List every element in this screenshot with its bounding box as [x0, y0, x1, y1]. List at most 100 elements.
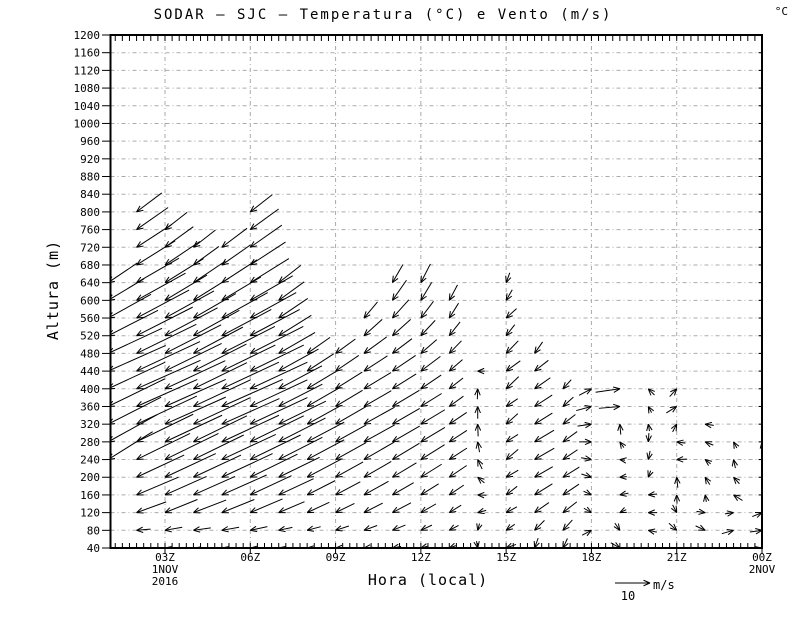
wind-arrow: [192, 246, 220, 266]
wind-arrow: [111, 345, 166, 372]
wind-arrow: [648, 491, 658, 498]
wind-arrow: [136, 207, 169, 231]
y-tick-label: 400: [80, 383, 100, 396]
wind-arrow: [392, 482, 414, 496]
wind-arrow: [193, 415, 248, 443]
wind-arrow: [335, 461, 364, 478]
wind-arrow: [615, 579, 651, 587]
x-tick-label: 00Z: [752, 551, 772, 564]
wind-arrow: [505, 449, 519, 461]
wind-arrow: [448, 465, 467, 478]
y-tick-label: 920: [80, 153, 100, 166]
wind-arrow: [335, 442, 367, 461]
wind-arrow: [579, 438, 592, 446]
wind-arrow: [392, 355, 416, 372]
wind-arrow: [335, 502, 355, 514]
wind-arrow: [111, 293, 152, 319]
wind-arrows-layer: [111, 192, 770, 547]
wind-arrow: [505, 340, 519, 354]
wind-arrow: [581, 529, 592, 537]
wind-arrow: [363, 336, 387, 354]
y-tick-label: 800: [80, 206, 100, 219]
wind-arrow: [474, 406, 481, 419]
x-tick-label: 15Z: [496, 551, 516, 564]
wind-arrow: [221, 398, 280, 425]
wind-arrow: [666, 405, 678, 414]
wind-arrow: [164, 290, 215, 319]
wind-arrow: [249, 525, 268, 533]
wind-arrow: [164, 526, 183, 533]
chart-title: SODAR – SJC – Temperatura (°C) e Vento (…: [154, 7, 613, 23]
wind-arrow: [363, 390, 392, 407]
wind-arrow: [193, 526, 211, 533]
wind-arrow: [392, 502, 412, 514]
wind-arrow: [164, 360, 226, 390]
wind-arrow: [619, 507, 627, 514]
wind-arrow: [534, 502, 550, 514]
wind-arrow: [363, 301, 378, 319]
wind-arrow: [164, 343, 222, 372]
wind-arrow: [505, 272, 512, 283]
wind-arrow: [249, 453, 298, 478]
wind-arrow: [306, 353, 334, 372]
wind-arrow: [249, 194, 273, 213]
wind-arrow: [562, 519, 573, 531]
wind-arrow: [363, 424, 395, 443]
wind-arrow: [167, 545, 172, 547]
wind-arrow: [278, 501, 305, 514]
wind-arrow: [598, 403, 621, 411]
y-tick-label: 840: [80, 188, 100, 201]
wind-arrow: [534, 429, 555, 443]
wind-arrow: [164, 475, 207, 496]
wind-arrow: [136, 289, 190, 319]
wind-arrow: [111, 327, 163, 354]
wind-arrow: [193, 454, 242, 478]
wind-arrow: [420, 393, 442, 407]
wind-arrow: [164, 433, 219, 461]
wind-arrow: [448, 340, 462, 354]
wind-arrow: [335, 481, 361, 496]
wind-arrow: [577, 421, 592, 429]
wind-arrow: [448, 395, 464, 407]
wind-arrow: [420, 427, 446, 443]
y-tick-label: 120: [80, 507, 100, 520]
wind-arrow: [474, 423, 482, 437]
wind-arrow: [505, 360, 521, 372]
y-tick-label: 360: [80, 400, 100, 413]
wind-arrow: [704, 441, 714, 448]
wind-arrow: [249, 308, 300, 337]
wind-arrow: [448, 302, 459, 319]
wind-arrow: [249, 275, 293, 301]
wind-arrow: [449, 542, 457, 547]
wind-arrow: [420, 463, 442, 478]
wind-arrow: [164, 307, 218, 337]
wind-arrow: [676, 456, 688, 463]
wind-arrow: [392, 373, 417, 390]
y-tick-label: 1080: [74, 82, 101, 95]
wind-arrow: [363, 318, 383, 337]
wind-arrow: [111, 262, 138, 283]
wind-arrow: [136, 323, 197, 354]
wind-arrow: [505, 289, 513, 301]
wind-arrow: [534, 394, 553, 407]
wind-arrow: [221, 433, 276, 461]
wind-arrow: [420, 444, 445, 461]
x-tick-label: 09Z: [326, 551, 346, 564]
wind-arrow: [335, 424, 367, 443]
wind-arrow: [221, 414, 280, 443]
wind-arrow: [505, 413, 519, 425]
wind-arrow: [221, 244, 251, 266]
reference-arrow-icon: [615, 579, 651, 587]
wind-arrow: [477, 459, 484, 470]
wind-arrow: [562, 501, 578, 514]
wind-arrow: [581, 472, 592, 479]
wind-arrow: [249, 434, 301, 461]
wind-arrow: [335, 371, 363, 390]
wind-arrow: [306, 480, 336, 496]
x-tick-label: 21Z: [667, 551, 687, 564]
wind-arrow: [249, 224, 283, 248]
wind-arrow: [695, 524, 706, 531]
wind-arrow: [278, 265, 302, 284]
wind-arrow: [762, 477, 770, 483]
